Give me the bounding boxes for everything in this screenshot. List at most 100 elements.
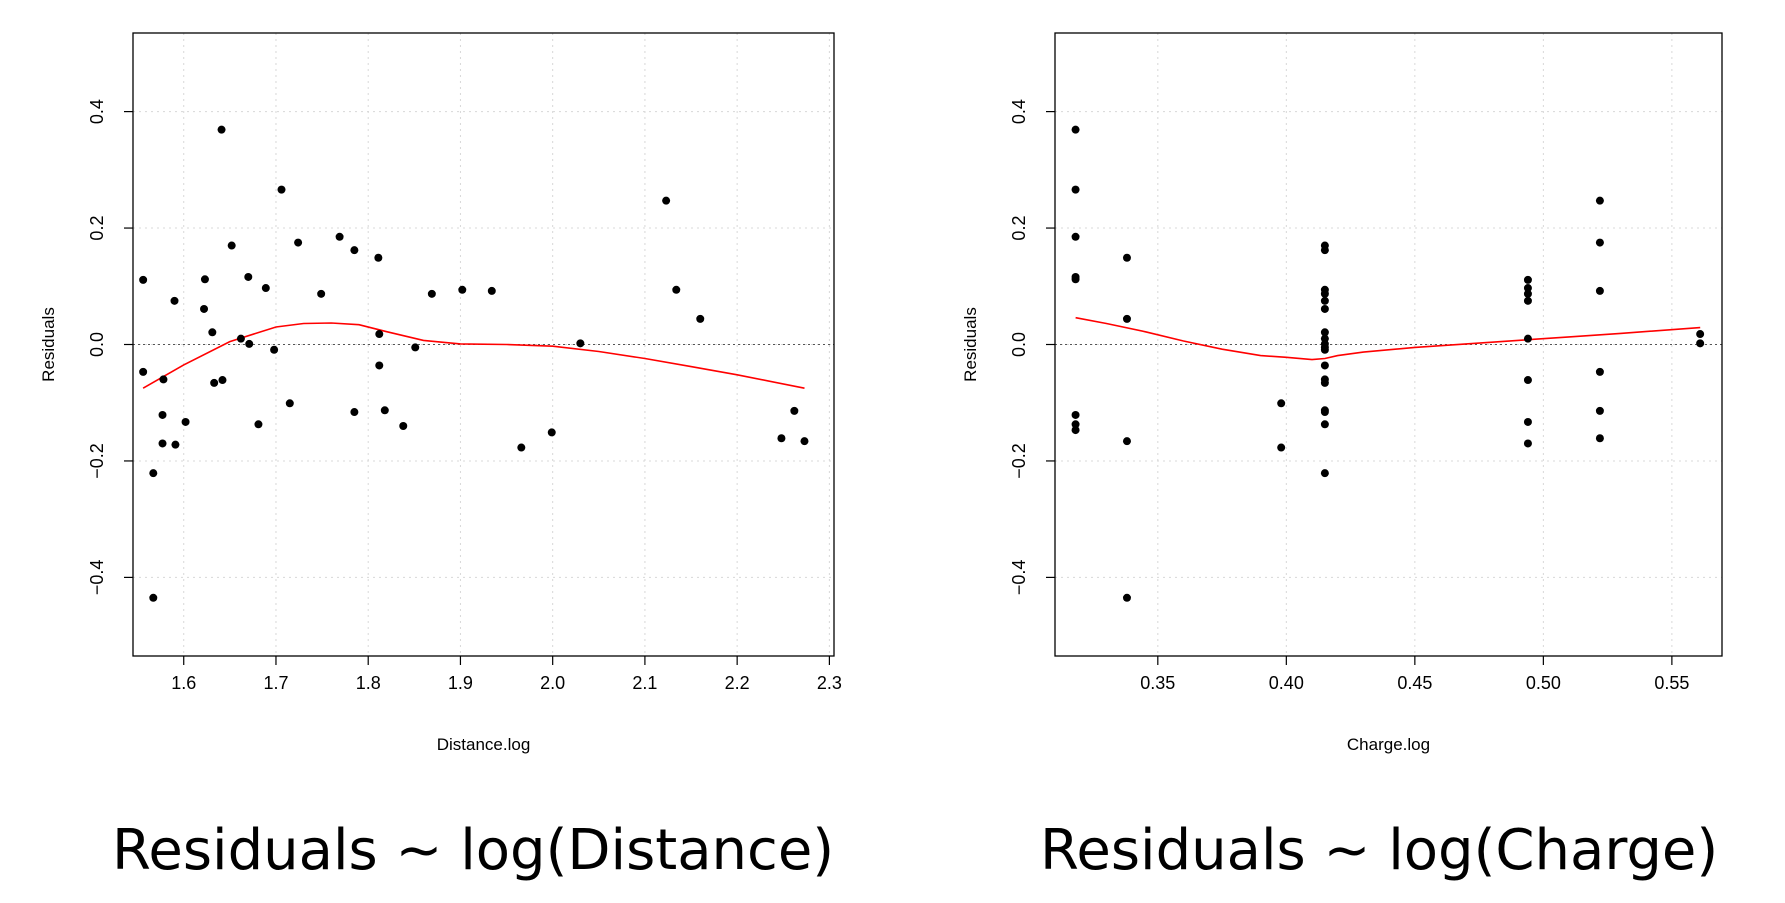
data-point	[1595, 286, 1604, 295]
data-point	[1523, 334, 1532, 343]
data-point	[217, 125, 226, 134]
data-point	[576, 339, 585, 348]
data-point	[1523, 289, 1532, 298]
data-point	[227, 241, 236, 250]
data-point	[149, 469, 158, 478]
data-point	[1071, 275, 1080, 284]
y-tick-label: −0.2	[87, 443, 107, 479]
data-point	[1122, 314, 1131, 323]
smooth-line	[142, 322, 805, 389]
y-tick-label: 0.4	[1009, 99, 1029, 124]
data-point	[1122, 437, 1131, 446]
x-tick-label: 1.8	[356, 673, 381, 693]
data-point	[244, 272, 253, 281]
data-point	[1595, 367, 1604, 376]
data-point	[270, 345, 279, 354]
x-tick-label: 2.3	[817, 673, 842, 693]
data-point	[1071, 125, 1080, 134]
data-point	[458, 285, 467, 294]
data-point	[1122, 253, 1131, 262]
data-point	[1320, 469, 1329, 478]
data-point	[158, 410, 167, 419]
data-point	[399, 422, 408, 431]
data-point	[1071, 410, 1080, 419]
data-point	[236, 334, 245, 343]
data-point	[285, 399, 294, 408]
data-point	[181, 417, 190, 426]
data-point	[1122, 593, 1131, 602]
right-plot: 0.35 0.40 0.45 0.50 0.55 −0.4 −0.2 0.0 0.2 0.4 Cha…	[961, 32, 1723, 754]
x-tick-label: 1.9	[448, 673, 473, 693]
y-tick-label: −0.4	[87, 560, 107, 596]
data-point	[1523, 296, 1532, 305]
data-point	[149, 593, 158, 602]
data-point	[1595, 196, 1604, 205]
y-tick-label: −0.4	[1009, 560, 1029, 596]
data-point	[254, 420, 263, 429]
y-tick-label: 0.0	[1009, 332, 1029, 357]
data-point	[380, 406, 389, 415]
left-plot-caption: Residuals ∼ log(Distance)	[112, 818, 835, 883]
data-point	[1071, 232, 1080, 241]
smooth-line	[1075, 316, 1701, 361]
data-point	[171, 440, 180, 449]
data-point	[261, 284, 270, 293]
data-point	[158, 439, 167, 448]
y-tick-label: 0.4	[87, 99, 107, 124]
data-point	[170, 296, 179, 305]
x-tick-label: 0.35	[1140, 673, 1175, 693]
x-axis-label: Charge.log	[1347, 735, 1430, 754]
data-point	[200, 304, 209, 313]
x-tick-label: 0.40	[1269, 673, 1304, 693]
data-point	[294, 238, 303, 247]
data-point	[1595, 434, 1604, 443]
data-point	[1696, 330, 1705, 339]
data-point	[350, 246, 359, 255]
data-point	[1595, 406, 1604, 415]
left-plot: 1.6 1.7 1.8 1.9 2.0 2.1 2.2 2.3 −0.4 −0.2 0.0 0.2 0.…	[39, 32, 842, 754]
data-point	[1696, 339, 1705, 348]
data-point	[1320, 328, 1329, 337]
data-point	[1071, 185, 1080, 194]
data-point	[1320, 420, 1329, 429]
data-point	[374, 253, 383, 262]
data-point	[335, 232, 344, 241]
data-point	[1320, 304, 1329, 313]
data-point	[200, 275, 209, 284]
data-point	[1320, 246, 1329, 255]
data-point	[1320, 345, 1329, 354]
data-point	[218, 376, 227, 385]
data-point	[375, 330, 384, 339]
data-point	[317, 289, 326, 298]
data-point	[139, 275, 148, 284]
right-plot-caption: Residuals ∼ log(Charge)	[1040, 818, 1719, 883]
x-tick-label: 2.1	[632, 673, 657, 693]
data-point	[375, 361, 384, 370]
data-point	[1071, 420, 1080, 429]
y-tick-label: 0.0	[87, 332, 107, 357]
y-axis-label: Residuals	[39, 307, 58, 382]
data-point	[800, 437, 809, 446]
data-point	[277, 185, 286, 194]
data-point	[1320, 361, 1329, 370]
y-tick-label: −0.2	[1009, 443, 1029, 479]
y-axis-label: Residuals	[961, 307, 980, 382]
data-point	[159, 375, 168, 384]
data-point	[517, 443, 526, 452]
data-point	[777, 434, 786, 443]
data-point	[1277, 443, 1286, 452]
x-tick-label: 1.6	[171, 673, 196, 693]
data-point	[662, 196, 671, 205]
data-point	[1523, 439, 1532, 448]
data-point	[208, 328, 217, 337]
x-tick-label: 0.55	[1654, 673, 1689, 693]
data-point	[1320, 296, 1329, 305]
y-tick-label: 0.2	[1009, 216, 1029, 241]
data-point	[1320, 378, 1329, 387]
data-point	[139, 367, 148, 376]
data-point	[1071, 426, 1080, 435]
y-tick-label: 0.2	[87, 216, 107, 241]
data-point	[696, 314, 705, 323]
data-point	[1523, 376, 1532, 385]
data-point	[245, 339, 254, 348]
